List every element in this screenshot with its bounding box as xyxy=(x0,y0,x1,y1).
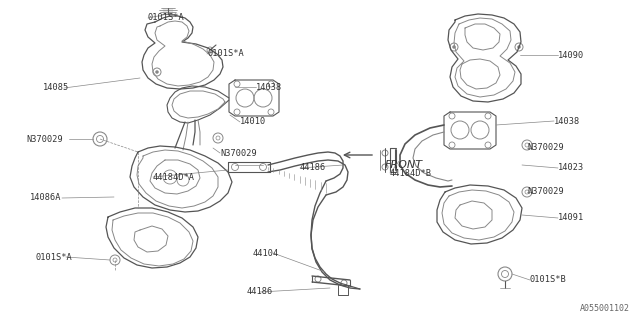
Text: 14038: 14038 xyxy=(256,83,282,92)
Text: 14085: 14085 xyxy=(43,84,69,92)
Circle shape xyxy=(156,70,159,74)
Text: N370029: N370029 xyxy=(527,188,564,196)
Circle shape xyxy=(518,45,520,49)
Text: FRONT: FRONT xyxy=(385,160,423,170)
Text: 14038: 14038 xyxy=(554,116,580,125)
Text: 0101S*B: 0101S*B xyxy=(530,276,567,284)
Circle shape xyxy=(452,45,456,49)
Text: 44186: 44186 xyxy=(300,164,326,172)
Text: 14086A: 14086A xyxy=(30,194,61,203)
Text: A055001102: A055001102 xyxy=(580,304,630,313)
Text: N370029: N370029 xyxy=(220,148,257,157)
Text: 0101S*A: 0101S*A xyxy=(207,50,244,59)
Text: 44186: 44186 xyxy=(247,287,273,297)
Text: 0101S*A: 0101S*A xyxy=(148,13,185,22)
Text: N370029: N370029 xyxy=(527,143,564,153)
Text: 44104: 44104 xyxy=(253,249,279,258)
Text: 14023: 14023 xyxy=(558,164,584,172)
Text: 14090: 14090 xyxy=(558,51,584,60)
Text: 0101S*A: 0101S*A xyxy=(35,252,72,261)
Text: 44184D*B: 44184D*B xyxy=(390,169,432,178)
Text: N370029: N370029 xyxy=(26,134,63,143)
Text: 14091: 14091 xyxy=(558,213,584,222)
Text: 14010: 14010 xyxy=(240,117,266,126)
Text: 44184D*A: 44184D*A xyxy=(153,172,195,181)
